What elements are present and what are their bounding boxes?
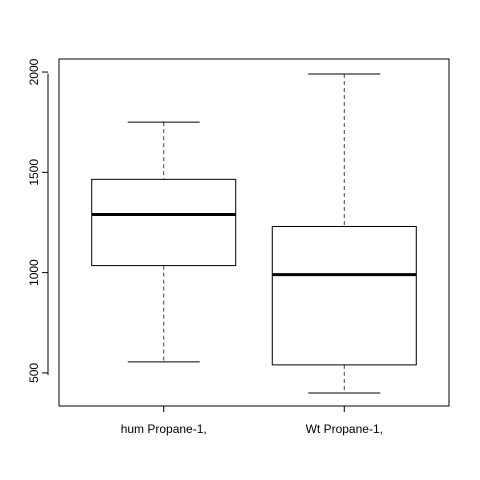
x-tick-label: hum Propane-1, [121,422,207,436]
iqr-box [91,178,237,267]
y-axis: 500 1000 1500 2000 [27,58,49,383]
iqr-box [271,225,417,366]
x-tick-label: Wt Propane-1, [306,422,383,436]
y-tick-label: 500 [27,363,41,383]
y-tick-label: 1000 [27,259,41,286]
y-tick-label: 1500 [27,159,41,186]
x-axis: hum Propane-1, Wt Propane-1, [121,406,383,436]
plot-frame [58,58,450,407]
boxes-group [91,73,417,394]
y-tick-label: 2000 [27,58,41,85]
